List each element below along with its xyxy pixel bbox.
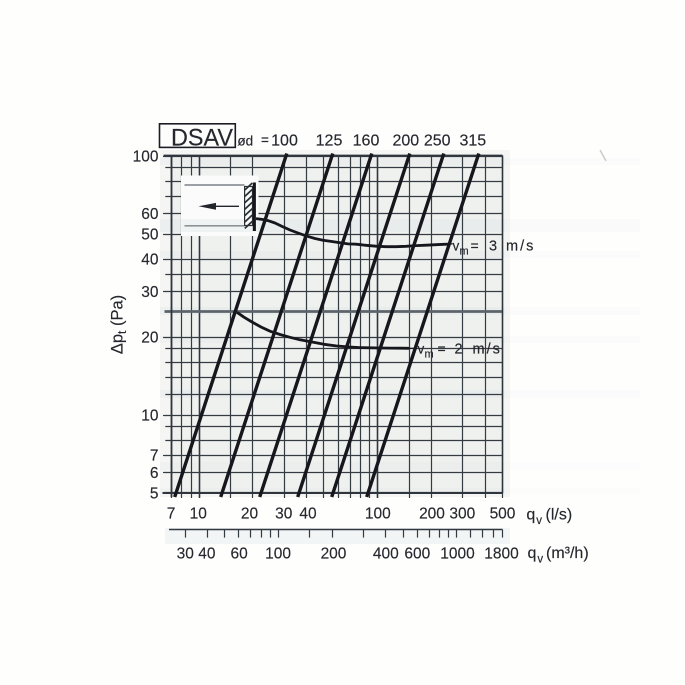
svg-text:=: = bbox=[261, 133, 269, 148]
svg-text:7: 7 bbox=[167, 506, 176, 523]
svg-text:200: 200 bbox=[392, 133, 419, 150]
svg-text:=: = bbox=[471, 238, 479, 254]
svg-text:q: q bbox=[526, 507, 535, 524]
svg-text:v: v bbox=[418, 342, 425, 357]
svg-text:50: 50 bbox=[141, 226, 159, 243]
svg-text:20: 20 bbox=[141, 329, 159, 346]
svg-text:3: 3 bbox=[489, 239, 497, 255]
svg-text:100: 100 bbox=[133, 148, 159, 165]
svg-text:40: 40 bbox=[141, 251, 159, 268]
svg-text:300: 300 bbox=[449, 506, 475, 523]
svg-text:1000: 1000 bbox=[440, 546, 475, 563]
svg-text:30: 30 bbox=[275, 506, 293, 523]
svg-text:q: q bbox=[528, 545, 537, 562]
svg-text:m: m bbox=[460, 246, 469, 258]
svg-text:m/s: m/s bbox=[506, 239, 535, 255]
svg-text:DSAV: DSAV bbox=[171, 124, 234, 151]
svg-text:250: 250 bbox=[424, 133, 451, 150]
svg-text:160: 160 bbox=[353, 133, 380, 150]
svg-text:30: 30 bbox=[177, 546, 195, 563]
svg-text:v: v bbox=[537, 554, 543, 566]
svg-text:Δpt (Pa): Δpt (Pa) bbox=[109, 295, 130, 354]
svg-text:315: 315 bbox=[459, 133, 486, 150]
svg-text:6: 6 bbox=[150, 465, 159, 482]
svg-text:v: v bbox=[536, 515, 542, 527]
svg-text:30: 30 bbox=[141, 284, 159, 301]
svg-text:40: 40 bbox=[198, 546, 216, 563]
svg-text:v: v bbox=[453, 239, 460, 254]
svg-text:5: 5 bbox=[150, 485, 159, 502]
svg-text:m: m bbox=[425, 349, 434, 361]
svg-text:2: 2 bbox=[455, 342, 463, 358]
svg-text:1800: 1800 bbox=[484, 546, 519, 563]
svg-text:10: 10 bbox=[141, 407, 159, 424]
svg-text:(m³/h): (m³/h) bbox=[546, 545, 589, 562]
svg-text:600: 600 bbox=[404, 546, 430, 563]
svg-text:60: 60 bbox=[230, 546, 248, 563]
svg-text:=: = bbox=[438, 341, 446, 357]
svg-text:(l/s): (l/s) bbox=[546, 507, 573, 524]
svg-text:60: 60 bbox=[141, 206, 159, 223]
svg-text:40: 40 bbox=[299, 506, 317, 523]
svg-text:m/s: m/s bbox=[473, 342, 502, 358]
svg-text:100: 100 bbox=[265, 546, 291, 563]
svg-text:200: 200 bbox=[419, 506, 445, 523]
svg-text:100: 100 bbox=[365, 506, 391, 523]
svg-text:500: 500 bbox=[490, 506, 516, 523]
svg-text:100: 100 bbox=[271, 133, 298, 150]
svg-text:20: 20 bbox=[241, 506, 259, 523]
svg-text:10: 10 bbox=[190, 506, 208, 523]
svg-text:ød: ød bbox=[237, 134, 253, 149]
svg-text:200: 200 bbox=[321, 546, 347, 563]
svg-text:400: 400 bbox=[373, 546, 399, 563]
svg-text:7: 7 bbox=[150, 448, 159, 465]
svg-text:125: 125 bbox=[316, 133, 343, 150]
